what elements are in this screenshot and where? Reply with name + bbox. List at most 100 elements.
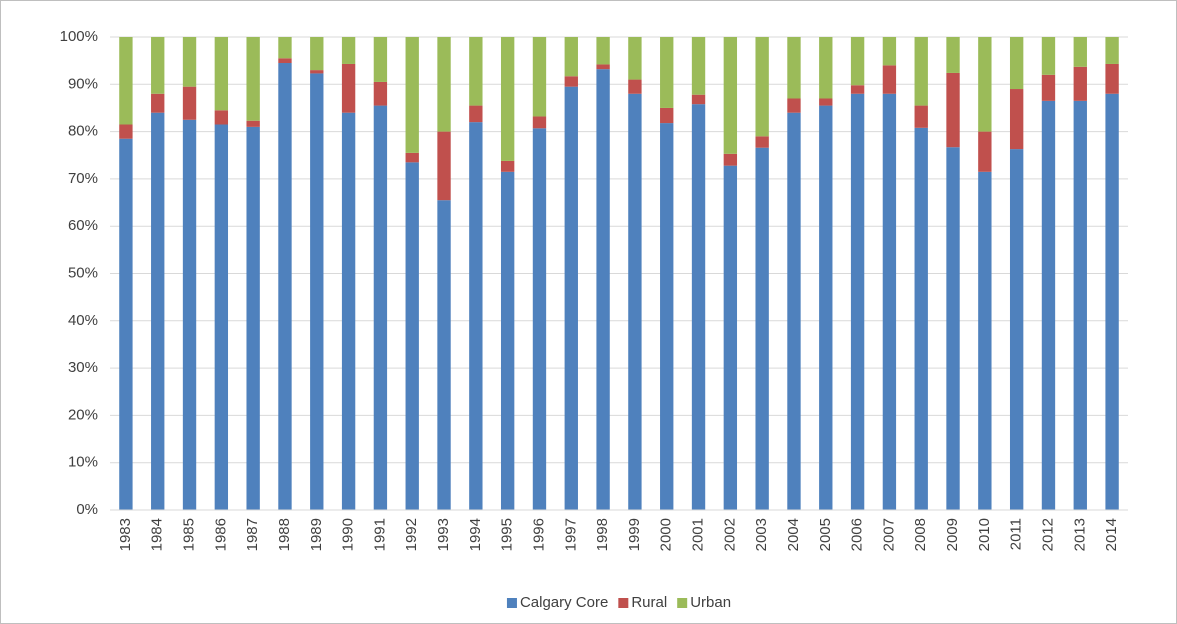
bar-segment (787, 98, 801, 113)
x-tick-label: 1998 (594, 518, 611, 551)
x-tick-label: 1990 (340, 518, 357, 551)
bar-segment (341, 112, 356, 511)
bar-segment (946, 37, 960, 73)
bar-segment (182, 119, 197, 511)
legend-label: Urban (690, 594, 731, 611)
bar-segment (1009, 89, 1024, 150)
bar-segment (723, 165, 738, 510)
legend: Calgary Core Rural Urban (506, 594, 731, 611)
bar-segment (723, 153, 738, 166)
bar-segment (1073, 66, 1087, 101)
bar-segment (596, 64, 610, 70)
bar-segment (1105, 63, 1119, 94)
bar-segment (691, 104, 706, 510)
y-tick-label: 0% (76, 501, 98, 518)
bar-segment (628, 79, 642, 94)
legend-swatch (677, 598, 688, 608)
bar-segment (246, 126, 260, 511)
y-tick-label: 50% (68, 264, 98, 281)
bar-segment (437, 37, 451, 132)
bar-segment (946, 72, 960, 148)
bar-segment (246, 37, 260, 121)
bar-segment (437, 200, 451, 510)
bar-segment (850, 85, 865, 94)
bar-segment (660, 107, 674, 124)
bar-segment (341, 37, 356, 64)
bar-segment (978, 171, 992, 510)
bar-segment (182, 86, 197, 120)
bar-segment (787, 37, 801, 99)
x-tick-label: 1994 (467, 518, 484, 551)
x-tick-label: 2013 (1071, 518, 1088, 551)
x-tick-label: 2010 (976, 518, 993, 551)
legend-swatch (506, 598, 517, 608)
bar-segment (946, 147, 960, 511)
x-tick-label: 1986 (212, 518, 229, 551)
bar-segment (660, 37, 674, 108)
bar-segment (151, 112, 165, 511)
bar-segment (564, 76, 578, 87)
bar-segment (596, 37, 610, 65)
bar-segment (405, 152, 419, 163)
bar-segment (500, 160, 515, 172)
bar-segment (437, 131, 451, 201)
bar-segment (246, 120, 260, 127)
bar-segment (1105, 93, 1119, 510)
x-tick-label: 2001 (690, 518, 707, 551)
bar-segment (119, 37, 133, 125)
x-tick-label: 2014 (1103, 518, 1120, 551)
bar-segment (532, 37, 547, 117)
x-tick-label: 1984 (149, 518, 166, 551)
x-tick-label: 1992 (403, 518, 420, 551)
bar-segment (787, 112, 801, 511)
bar-segment (469, 122, 483, 510)
bar-segment (1009, 37, 1024, 90)
bar-segment (1073, 100, 1087, 510)
x-tick-label: 1985 (181, 518, 198, 551)
x-tick-label: 2003 (753, 518, 770, 551)
bar-segment (500, 171, 515, 510)
bar-segment (914, 37, 928, 106)
y-tick-label: 30% (68, 359, 98, 376)
bar-segment (151, 93, 165, 113)
x-tick-label: 1999 (626, 518, 643, 551)
bar-segment (628, 93, 642, 510)
bar-segment (978, 131, 992, 172)
bar-segment (469, 105, 483, 123)
bar-segment (1041, 37, 1056, 75)
bar-segment (469, 37, 483, 106)
bar-segment (819, 98, 833, 106)
y-tick-label: 80% (68, 123, 98, 140)
bar-segment (373, 37, 388, 82)
bar-segment (1105, 37, 1119, 64)
bar-segment (914, 105, 928, 128)
x-tick-label: 2009 (944, 518, 961, 551)
bar-segment (373, 105, 388, 511)
bar-segment (723, 37, 738, 154)
x-tick-label: 2007 (880, 518, 897, 551)
bar-segment (1073, 37, 1087, 67)
bar-segment (882, 37, 897, 66)
legend-label: Calgary Core (520, 594, 608, 611)
x-tick-label: 1988 (276, 518, 293, 551)
x-tick-label: 1989 (308, 518, 325, 551)
x-tick-label: 2002 (721, 518, 738, 551)
bar-segment (119, 124, 133, 139)
bar-segment (850, 37, 865, 86)
bar-segment (214, 37, 229, 111)
y-tick-label: 20% (68, 406, 98, 423)
y-tick-label: 90% (68, 75, 98, 92)
bar-segment (182, 37, 197, 87)
x-tick-label: 2011 (1008, 518, 1025, 550)
bar-segment (278, 63, 292, 510)
x-tick-label: 2005 (817, 518, 834, 551)
x-tick-label: 1983 (117, 518, 134, 551)
bar-segment (119, 138, 133, 510)
bar-segment (310, 70, 324, 74)
x-tick-label: 2012 (1039, 518, 1056, 551)
bar-segment (214, 124, 229, 510)
x-tick-label: 1996 (530, 518, 547, 551)
x-tick-label: 1991 (371, 518, 388, 551)
